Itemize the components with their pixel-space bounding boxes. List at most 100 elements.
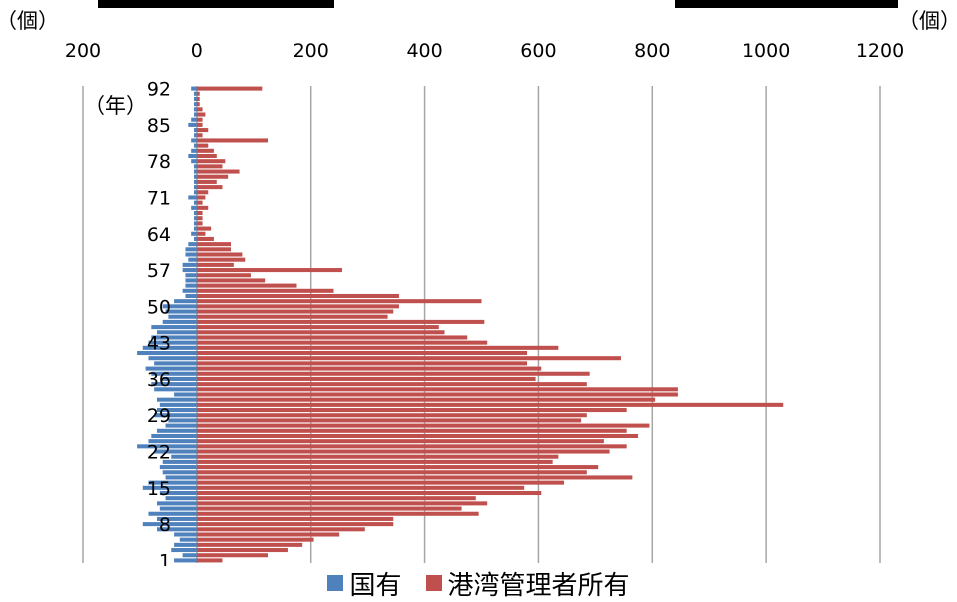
port-bar <box>196 200 203 205</box>
port-bar <box>196 190 209 195</box>
national-bar <box>151 335 197 340</box>
port-bar <box>196 418 582 423</box>
national-bar <box>174 542 197 547</box>
national-bar <box>174 558 197 563</box>
port-bar <box>196 548 288 553</box>
national-bar <box>185 278 197 283</box>
national-bar <box>162 470 197 475</box>
port-bar <box>196 408 627 413</box>
national-bar <box>151 433 197 438</box>
port-bar <box>196 107 203 112</box>
port-bar <box>196 496 476 501</box>
national-bar <box>191 148 197 153</box>
port-bar <box>196 319 485 324</box>
port-bar <box>196 242 232 247</box>
port-bar <box>196 558 223 563</box>
port-bar <box>196 174 229 179</box>
national-bar <box>185 252 197 257</box>
header-bar-right <box>675 0 898 8</box>
y-tick-label: 78 <box>147 151 171 173</box>
national-bar <box>148 480 197 485</box>
national-bar <box>145 366 197 371</box>
y-tick-label: 43 <box>147 333 171 355</box>
national-bar <box>174 299 197 304</box>
port-bar <box>196 392 678 397</box>
national-bar <box>182 553 197 558</box>
port-bar <box>196 537 314 542</box>
national-bar <box>194 179 197 184</box>
port-bar <box>196 522 394 527</box>
port-bar <box>196 356 621 361</box>
national-bar <box>191 138 197 143</box>
port-bar <box>196 444 627 449</box>
port-bar <box>196 428 627 433</box>
national-bar <box>157 330 197 335</box>
port-bar <box>196 423 650 428</box>
port-bar <box>196 293 399 299</box>
port-bar <box>196 350 528 356</box>
port-bar <box>196 273 251 278</box>
port-bar <box>196 516 394 521</box>
national-bar <box>151 371 197 376</box>
legend-label-port: 港湾管理者所有 <box>447 570 630 601</box>
national-bar <box>194 174 197 179</box>
port-bar <box>196 397 656 402</box>
port-bar <box>196 138 269 143</box>
x-tick-label: 600 <box>520 40 556 62</box>
national-bar <box>159 465 197 470</box>
national-bar <box>185 283 197 288</box>
port-bar <box>196 325 439 330</box>
port-bar <box>196 236 214 241</box>
national-bar <box>148 439 197 444</box>
y-tick-label: 1 <box>159 550 171 566</box>
port-bar <box>196 345 559 350</box>
y-tick-label: 92 <box>147 79 171 101</box>
port-bar <box>196 387 678 392</box>
port-bar <box>196 371 590 376</box>
port-bar <box>196 102 200 107</box>
national-bar <box>179 537 197 542</box>
port-bar <box>196 309 394 314</box>
national-bar <box>185 293 197 299</box>
national-bar <box>154 361 197 366</box>
national-bar <box>194 133 197 138</box>
left-unit-label: （個） <box>0 9 59 33</box>
x-tick-label: 0 <box>191 40 203 62</box>
port-bar <box>196 475 633 480</box>
port-bar <box>196 366 542 371</box>
national-bar <box>148 340 197 345</box>
national-bar <box>151 382 197 387</box>
header-bar-left <box>98 0 334 8</box>
port-bar <box>196 480 565 485</box>
port-bar <box>196 330 445 335</box>
national-bar <box>194 200 197 205</box>
national-bar <box>165 475 197 480</box>
national-bar <box>188 122 197 127</box>
national-bar <box>154 387 197 392</box>
national-bar <box>137 444 197 449</box>
port-bar <box>196 179 217 184</box>
national-bar <box>194 91 197 96</box>
port-bar <box>196 542 303 547</box>
national-bar <box>162 376 197 381</box>
port-bar <box>196 470 587 475</box>
port-bar <box>196 148 214 153</box>
port-bar <box>196 299 482 304</box>
x-tick-label: 200 <box>293 40 329 62</box>
port-bar <box>196 361 528 366</box>
port-bar <box>196 143 209 148</box>
legend-label-national: 国有 <box>349 570 402 601</box>
series-port-bars <box>196 86 784 563</box>
port-bar <box>196 205 209 210</box>
port-bar <box>196 117 203 122</box>
port-bar <box>196 335 468 340</box>
national-bar <box>148 356 197 361</box>
port-bar <box>196 511 479 516</box>
y-tick-label: 36 <box>147 369 171 391</box>
national-bar <box>165 423 197 428</box>
national-bar <box>194 236 197 241</box>
port-bar <box>196 247 232 252</box>
national-bar <box>165 309 197 314</box>
port-bar <box>196 454 559 459</box>
port-bar <box>196 402 784 407</box>
